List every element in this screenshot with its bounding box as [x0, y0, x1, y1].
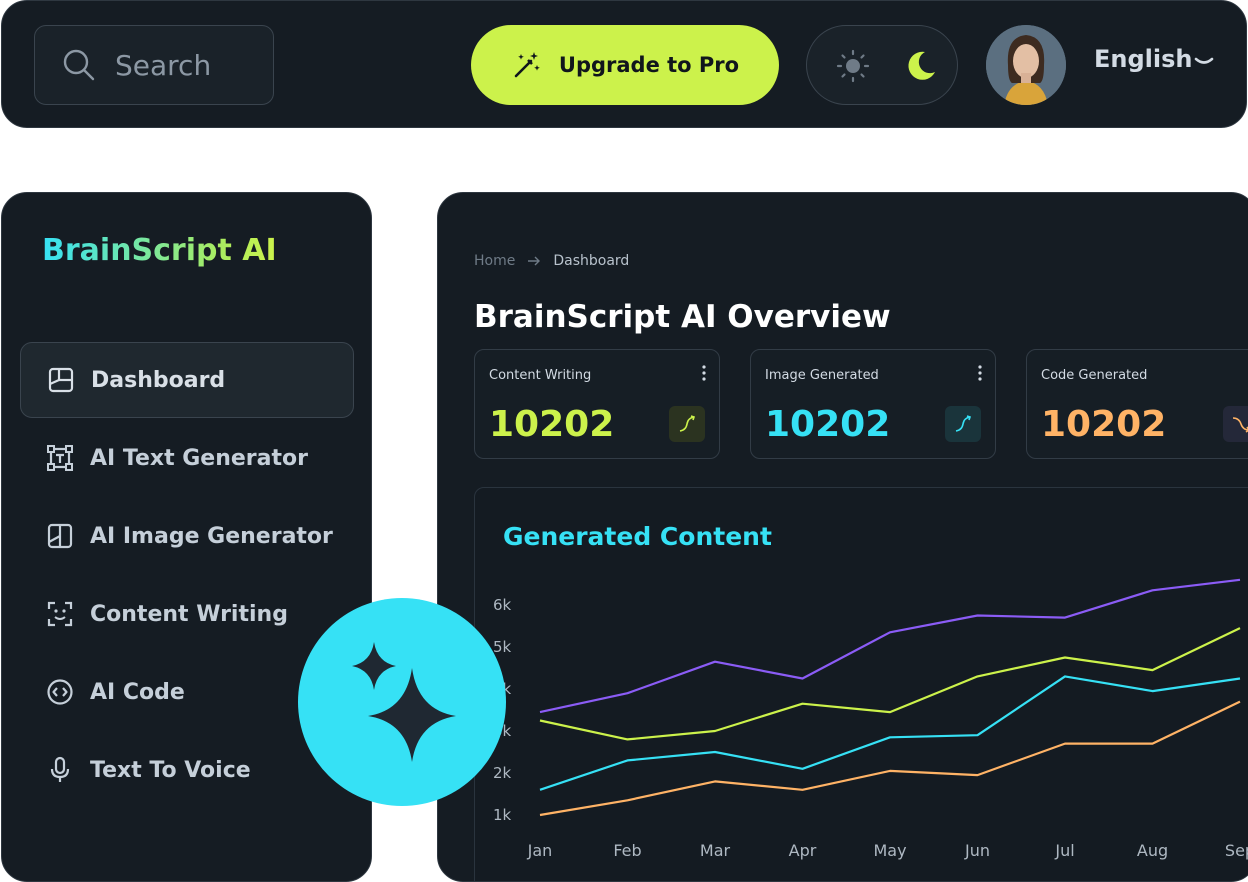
- main-panel: Home Dashboard BrainScript AI Overview C…: [437, 192, 1248, 882]
- sun-icon[interactable]: [835, 48, 871, 84]
- series-line-1: [539, 627, 1241, 741]
- sidebar-item-label: Content Writing: [90, 601, 288, 627]
- line-chart: 1k2k3k4k5k6kJanFebMarAprMayJunJulAugSep: [493, 578, 1248, 860]
- search-input[interactable]: [115, 48, 265, 82]
- sidebar-item-ai-text-generator[interactable]: AI Text Generator: [20, 420, 354, 496]
- sidebar-item-dashboard[interactable]: Dashboard: [20, 342, 354, 418]
- x-tick-label: Mar: [700, 841, 731, 860]
- y-tick-label: 1k: [493, 806, 512, 824]
- microphone-icon: [50, 756, 70, 782]
- x-tick-label: Apr: [789, 841, 817, 860]
- top-bar: Upgrade to Pro English: [1, 0, 1247, 128]
- chart-title: Generated Content: [503, 522, 772, 551]
- upgrade-label: Upgrade to Pro: [558, 53, 740, 77]
- scan-face-icon: [47, 601, 73, 627]
- sidebar-item-label: Dashboard: [91, 367, 226, 393]
- x-tick-label: Feb: [613, 841, 641, 860]
- y-tick-label: 5k: [493, 638, 512, 656]
- user-portrait-image: [986, 25, 1066, 105]
- series-line-2: [539, 675, 1241, 791]
- sidebar-item-label: AI Code: [90, 679, 185, 705]
- page-title: BrainScript AI Overview: [474, 299, 891, 335]
- x-tick-label: Sep: [1225, 841, 1248, 860]
- stat-value: 10202: [1041, 404, 1167, 445]
- sparkle-icon: [352, 642, 456, 762]
- stat-label: Image Generated: [765, 368, 879, 383]
- sidebar: BrainScript AI Dashboard AI Text Generat…: [1, 192, 372, 882]
- search-box[interactable]: [34, 25, 274, 105]
- sidebar-item-text-to-voice[interactable]: Text To Voice: [20, 732, 354, 808]
- sidebar-item-ai-image-generator[interactable]: AI Image Generator: [20, 498, 354, 574]
- sidebar-item-label: AI Text Generator: [90, 445, 308, 471]
- x-tick-label: May: [873, 841, 906, 860]
- series-line-0: [539, 578, 1241, 714]
- sidebar-item-content-writing[interactable]: Content Writing: [20, 576, 354, 652]
- stat-card-code-generated: Code Generated 10202: [1026, 349, 1248, 459]
- upgrade-button[interactable]: Upgrade to Pro: [471, 25, 779, 105]
- trend-up-icon: [945, 406, 981, 442]
- magic-wand-icon: [514, 52, 540, 78]
- breadcrumb-home[interactable]: Home: [474, 253, 516, 269]
- chevron-down-icon[interactable]: [1192, 53, 1216, 73]
- generated-content-chart: Generated Content 1k2k3k4k5k6kJanFebMarA…: [474, 487, 1248, 881]
- text-frame-icon: [47, 445, 73, 471]
- dashboard-icon: [48, 367, 74, 393]
- theme-toggle[interactable]: [806, 25, 958, 105]
- stat-value: 10202: [765, 404, 891, 445]
- image-layout-icon: [47, 523, 73, 549]
- stat-label: Content Writing: [489, 368, 592, 383]
- x-tick-label: Jun: [964, 841, 990, 860]
- stat-card-content-writing: Content Writing 10202: [474, 349, 720, 459]
- more-options-icon[interactable]: [977, 364, 983, 382]
- sidebar-item-label: Text To Voice: [90, 757, 251, 783]
- y-tick-label: 2k: [493, 764, 512, 782]
- trend-down-icon: [1223, 406, 1248, 442]
- avatar[interactable]: [986, 25, 1066, 105]
- series-line-3: [539, 700, 1241, 817]
- language-selector[interactable]: English: [1094, 45, 1193, 73]
- stat-value: 10202: [489, 404, 615, 445]
- search-icon: [63, 49, 95, 81]
- arrow-right-icon: [528, 256, 541, 266]
- brand-logo[interactable]: BrainScript AI: [42, 233, 277, 268]
- sidebar-item-label: AI Image Generator: [90, 523, 333, 549]
- stat-card-image-generated: Image Generated 10202: [750, 349, 996, 459]
- stat-label: Code Generated: [1041, 368, 1148, 383]
- x-tick-label: Jan: [527, 841, 553, 860]
- sidebar-item-ai-code[interactable]: AI Code: [20, 654, 354, 730]
- breadcrumb: Home Dashboard: [474, 253, 629, 269]
- x-tick-label: Aug: [1137, 841, 1168, 860]
- sparkle-badge: [298, 598, 506, 806]
- code-circle-icon: [47, 679, 73, 705]
- y-tick-label: 6k: [493, 596, 512, 614]
- x-tick-label: Jul: [1054, 841, 1074, 860]
- trend-up-icon: [669, 406, 705, 442]
- more-options-icon[interactable]: [701, 364, 707, 382]
- breadcrumb-current: Dashboard: [553, 253, 630, 269]
- moon-icon[interactable]: [903, 48, 939, 84]
